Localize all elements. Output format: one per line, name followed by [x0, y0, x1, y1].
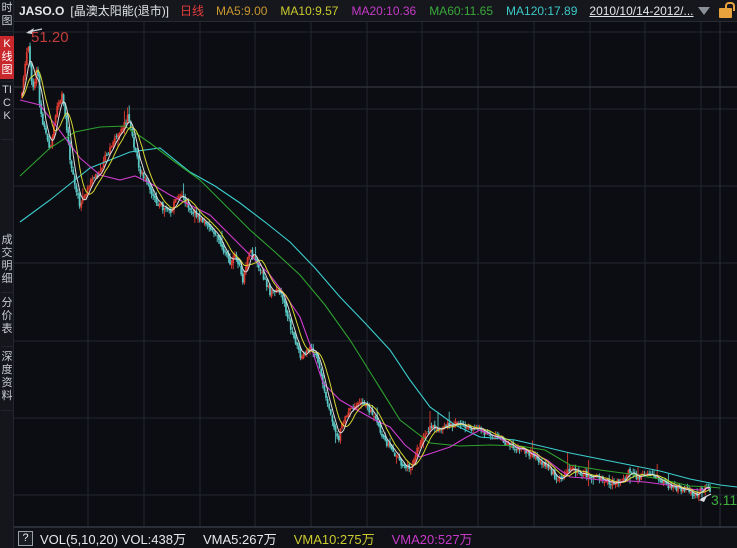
vma10-value: VMA10:275万 — [293, 531, 375, 547]
sidebar-divider — [1, 139, 13, 140]
symbol-name: [晶澳太阳能(退市)] — [70, 4, 170, 18]
help-button[interactable]: ? — [18, 530, 33, 546]
period-label[interactable]: 日线 — [180, 4, 205, 18]
title-bar: JASO.O [晶澳太阳能(退市)] 日线 MA5:9.00 MA10:9.57… — [14, 0, 737, 22]
sidebar-item-price-table[interactable]: 分价表 — [1, 297, 13, 335]
sidebar-divider — [1, 81, 13, 82]
sidebar-item-tick[interactable]: TICK — [2, 84, 12, 122]
ma10-value: MA10:9.57 — [280, 3, 339, 18]
sidebar-divider — [1, 346, 13, 347]
chart-annotations: 51.20 3.11 — [26, 28, 737, 508]
volume-indicator-bar: ? VOL(5,10,20) VOL:438万 VMA5:267万 VMA10:… — [14, 528, 737, 548]
chevron-down-icon[interactable] — [698, 6, 710, 15]
sidebar-divider — [1, 31, 13, 32]
low-price-label: 3.11 — [711, 492, 737, 508]
sidebar-item-depth-info[interactable]: 深度资料 — [1, 351, 13, 402]
kline-chart-svg[interactable]: 51.20 3.11 — [14, 22, 737, 528]
kline-chart-area[interactable]: 51.20 3.11 — [14, 22, 737, 528]
unlock-icon[interactable] — [719, 1, 735, 18]
ma120-value: MA120:17.89 — [506, 3, 578, 18]
ma20-value: MA20:10.36 — [351, 3, 417, 18]
high-price-label: 51.20 — [31, 29, 69, 46]
sidebar-item-timeshare-chart[interactable]: 分时图 — [1, 0, 13, 27]
ma5-value: MA5:9.00 — [216, 3, 268, 18]
date-range-button[interactable]: 2010/10/14-2012/... — [589, 3, 694, 18]
sidebar-item-kline-chart[interactable]: K线图 — [0, 36, 14, 79]
sidebar: 分时图 K线图 TICK 成交明细 分价表 深度资料 — [0, 0, 14, 548]
sidebar-divider — [1, 410, 13, 411]
low-arrow-head — [699, 496, 707, 502]
sidebar-divider — [1, 292, 13, 293]
sidebar-item-trade-detail[interactable]: 成交明细 — [1, 234, 13, 285]
vol-label: VOL(5,10,20) VOL:438万 — [40, 531, 186, 547]
vma20-value: VMA20:527万 — [391, 531, 473, 547]
ma60-value: MA60:11.65 — [429, 3, 494, 18]
vma5-value: VMA5:267万 — [202, 531, 277, 547]
symbol-code: JASO.O — [19, 3, 65, 18]
high-arrow-head — [26, 28, 34, 34]
